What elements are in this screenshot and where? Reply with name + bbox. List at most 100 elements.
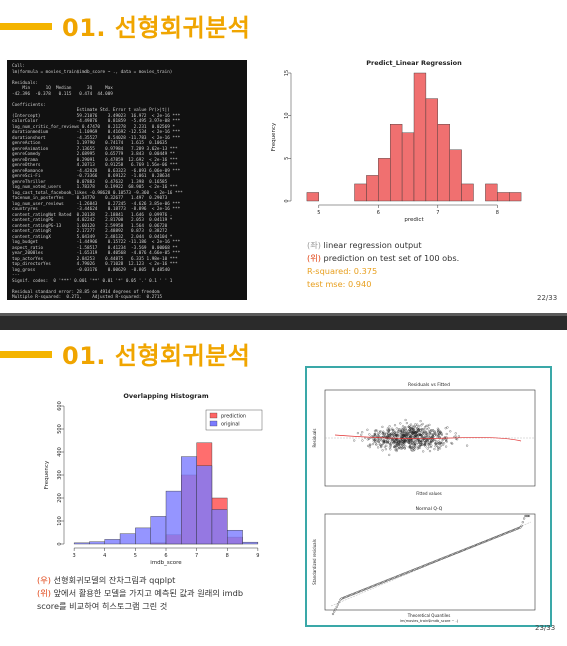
qq-point bbox=[394, 575, 397, 579]
residual-point bbox=[433, 448, 436, 451]
residual-point bbox=[409, 432, 412, 435]
residual-point bbox=[414, 434, 417, 437]
qq-point bbox=[423, 564, 426, 567]
slide-divider bbox=[0, 313, 567, 330]
qq-point bbox=[335, 605, 338, 608]
residual-point bbox=[423, 443, 427, 446]
residual-point bbox=[435, 439, 438, 443]
qq-point bbox=[479, 542, 482, 545]
qq-point bbox=[343, 596, 346, 599]
residual-point bbox=[454, 435, 457, 438]
residual-point bbox=[361, 431, 364, 434]
qq-point bbox=[367, 586, 370, 589]
residual-smooth-line bbox=[334, 434, 522, 442]
residual-point bbox=[411, 449, 414, 452]
qq-point bbox=[391, 577, 394, 580]
residual-point bbox=[434, 432, 437, 435]
residual-point bbox=[372, 440, 375, 443]
residual-point bbox=[427, 442, 430, 446]
residual-point bbox=[392, 430, 395, 433]
qq-point bbox=[380, 581, 383, 584]
qq-point bbox=[349, 594, 352, 597]
y-tick-label: 300 bbox=[57, 470, 63, 480]
residual-point bbox=[412, 425, 415, 428]
residual-point bbox=[388, 433, 391, 437]
qq-point bbox=[460, 549, 463, 553]
page-number: 23/33 bbox=[535, 624, 556, 632]
slide-title: 01. 선형회귀분석 bbox=[62, 342, 251, 370]
x-tick-label: 6 bbox=[164, 553, 167, 559]
residual-point bbox=[407, 446, 410, 449]
residual-point bbox=[361, 439, 364, 442]
caption-line-2: (위) 앞에서 활용한 모델을 가지고 예측된 값과 원래의 imdb bbox=[37, 588, 244, 598]
qq-point bbox=[470, 546, 473, 549]
histogram-bar bbox=[449, 149, 462, 202]
residual-point bbox=[418, 432, 421, 435]
residual-point bbox=[433, 431, 436, 434]
residual-point bbox=[397, 432, 400, 435]
qq-point bbox=[430, 561, 433, 564]
residual-point bbox=[435, 444, 438, 447]
residual-point bbox=[418, 425, 421, 428]
residual-point bbox=[386, 441, 389, 445]
residual-point bbox=[389, 445, 392, 448]
residual-point bbox=[451, 442, 454, 445]
qq-point bbox=[364, 588, 367, 591]
residual-point bbox=[407, 425, 410, 428]
residual-point bbox=[427, 430, 430, 433]
residual-point bbox=[413, 431, 416, 434]
residual-point bbox=[395, 449, 398, 453]
x-axis-label: predict bbox=[404, 217, 424, 223]
residual-point bbox=[421, 443, 424, 446]
qq-point bbox=[421, 565, 425, 568]
qq-point bbox=[382, 580, 385, 583]
residual-point bbox=[410, 427, 413, 430]
x-tick-label: 5 bbox=[317, 210, 320, 216]
residual-point bbox=[436, 448, 440, 451]
residual-point bbox=[402, 432, 405, 435]
qq-point bbox=[365, 587, 368, 590]
residual-point bbox=[417, 434, 420, 437]
residual-point bbox=[414, 438, 417, 441]
qq-point bbox=[483, 540, 486, 543]
residual-point bbox=[427, 443, 430, 446]
residual-point bbox=[401, 425, 405, 428]
residual-point bbox=[457, 435, 460, 438]
qq-point bbox=[455, 551, 458, 554]
residual-point bbox=[425, 435, 429, 438]
residual-point bbox=[417, 445, 420, 448]
residual-point bbox=[444, 436, 447, 439]
residual-point bbox=[395, 427, 398, 430]
residual-point bbox=[382, 439, 385, 442]
residual-point bbox=[445, 440, 448, 443]
qq-point bbox=[465, 547, 468, 551]
y-axis-label: Frequency bbox=[44, 460, 50, 489]
residual-point bbox=[403, 426, 406, 429]
residual-point bbox=[466, 444, 469, 447]
residual-point bbox=[384, 442, 387, 445]
qq-point bbox=[472, 545, 475, 548]
qq-point bbox=[513, 528, 516, 531]
qq-point bbox=[386, 579, 389, 582]
residual-point bbox=[428, 442, 431, 445]
histogram-bar bbox=[119, 533, 136, 545]
residual-point bbox=[437, 440, 440, 443]
qq-point bbox=[371, 585, 374, 588]
qq-point bbox=[510, 529, 513, 532]
residual-point bbox=[385, 444, 388, 447]
chart-title: Predict_Linear Regression bbox=[366, 59, 462, 67]
residual-point bbox=[403, 440, 406, 443]
residual-point bbox=[399, 439, 402, 442]
qq-point bbox=[433, 560, 436, 563]
qq-point bbox=[439, 558, 442, 561]
title-accent-bar bbox=[0, 23, 52, 30]
legend-label: prediction bbox=[221, 414, 246, 420]
residual-point bbox=[397, 430, 400, 433]
residuals-vs-fitted-plot: Residuals vs Fitted Residuals Fitted val… bbox=[312, 382, 536, 496]
residual-point bbox=[381, 442, 385, 445]
residual-point bbox=[387, 428, 391, 431]
qq-point bbox=[467, 546, 470, 550]
residual-point bbox=[398, 440, 402, 443]
page-number: 22/33 bbox=[537, 294, 558, 302]
residual-point bbox=[434, 442, 437, 445]
